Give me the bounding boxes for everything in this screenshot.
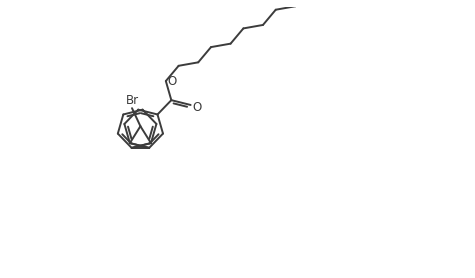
Text: O: O xyxy=(192,101,202,114)
Text: Br: Br xyxy=(125,94,139,107)
Text: O: O xyxy=(167,75,177,88)
